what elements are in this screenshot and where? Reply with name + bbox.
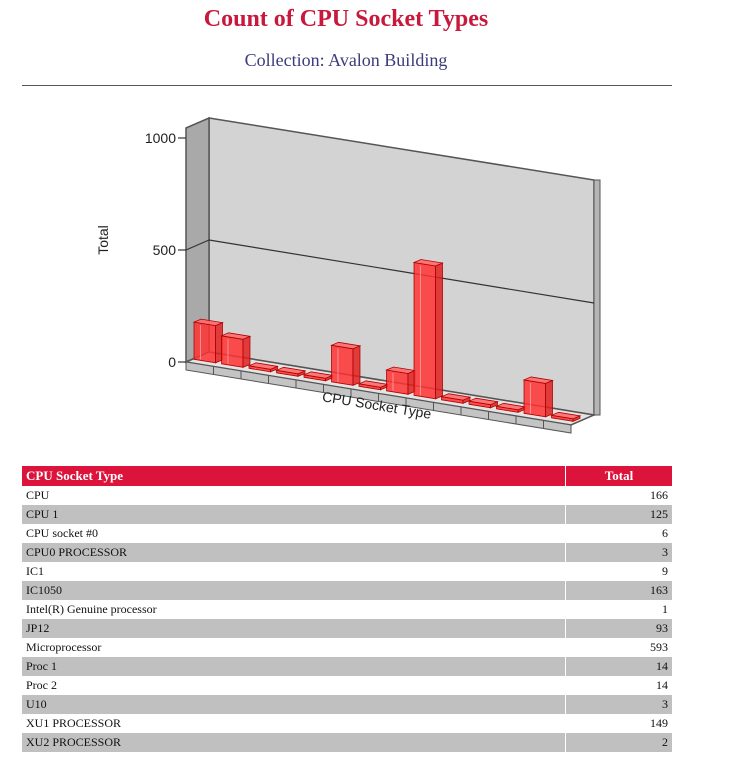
report-subtitle: Collection: Avalon Building — [244, 50, 448, 70]
y-axis-label: Total — [95, 225, 111, 255]
table-row: IC1 9 — [22, 562, 673, 581]
bar — [275, 366, 307, 377]
bar — [412, 259, 444, 400]
bar — [467, 397, 499, 409]
bar — [522, 376, 554, 418]
table-header-row: CPU Socket Type Total — [22, 466, 673, 486]
cell-socket-type: XU1 PROCESSOR — [22, 714, 566, 733]
table-row: CPU 1 125 — [22, 505, 673, 524]
cell-socket-type: JP12 — [22, 619, 566, 638]
table-row: Proc 1 14 — [22, 657, 673, 676]
bar — [357, 380, 389, 391]
bar — [330, 341, 362, 386]
cell-socket-type: Proc 1 — [22, 657, 566, 676]
table-row: U10 3 — [22, 695, 673, 714]
cell-total: 2 — [565, 733, 673, 752]
report-title: Count of CPU Socket Types — [203, 6, 489, 32]
cell-socket-type: IC1 — [22, 562, 566, 581]
cell-socket-type: CPU — [22, 486, 566, 505]
cell-socket-type: CPU0 PROCESSOR — [22, 543, 566, 562]
cell-socket-type: Microprocessor — [22, 638, 566, 657]
data-table: CPU Socket Type Total CPU 166 CPU 1 125 CPU … — [22, 466, 673, 752]
bar — [247, 362, 279, 373]
table-row: CPU socket #0 6 — [22, 524, 673, 543]
table-row: XU2 PROCESSOR 2 — [22, 733, 673, 752]
column-header-socket-type: CPU Socket Type — [22, 466, 566, 486]
cell-socket-type: Proc 2 — [22, 676, 566, 695]
bar — [495, 402, 527, 413]
table-row: CPU 166 — [22, 486, 673, 505]
cell-socket-type: Intel(R) Genuine processor — [22, 600, 566, 619]
table-row: Proc 2 14 — [22, 676, 673, 695]
cell-socket-type: U10 — [22, 695, 566, 714]
cell-total: 163 — [565, 581, 673, 600]
cell-total: 14 — [565, 676, 673, 695]
cell-socket-type: XU2 PROCESSOR — [22, 733, 566, 752]
cell-total: 9 — [565, 562, 673, 581]
cell-total: 93 — [565, 619, 673, 638]
cell-socket-type: IC1050 — [22, 581, 566, 600]
bar — [385, 366, 417, 395]
bar — [440, 393, 472, 404]
table-row: IC1050 163 — [22, 581, 673, 600]
cell-total: 6 — [565, 524, 673, 543]
cell-total: 593 — [565, 638, 673, 657]
cell-total: 3 — [565, 543, 673, 562]
chart-wall-edge — [593, 179, 601, 416]
column-header-total: Total — [565, 466, 673, 486]
y-tick-label: 0 — [168, 354, 176, 370]
cell-total: 149 — [565, 714, 673, 733]
table-row: XU1 PROCESSOR 149 — [22, 714, 673, 733]
table-row: CPU0 PROCESSOR 3 — [22, 543, 673, 562]
cell-total: 3 — [565, 695, 673, 714]
table-row: Intel(R) Genuine processor 1 — [22, 600, 673, 619]
cell-total: 14 — [565, 657, 673, 676]
header-divider — [22, 85, 672, 86]
cell-total: 166 — [565, 486, 673, 505]
table-row: JP12 93 — [22, 619, 673, 638]
bar — [192, 318, 224, 364]
cell-socket-type: CPU socket #0 — [22, 524, 566, 543]
table-row: Microprocessor 593 — [22, 638, 673, 657]
cell-total: 1 — [565, 600, 673, 619]
gridline-side — [185, 239, 210, 251]
y-tick-label: 1000 — [145, 130, 176, 146]
bar — [220, 332, 252, 368]
cell-socket-type: CPU 1 — [22, 505, 566, 524]
gridline — [208, 239, 595, 304]
cell-total: 125 — [565, 505, 673, 524]
bar — [550, 411, 582, 422]
y-tick-label: 500 — [153, 242, 177, 258]
